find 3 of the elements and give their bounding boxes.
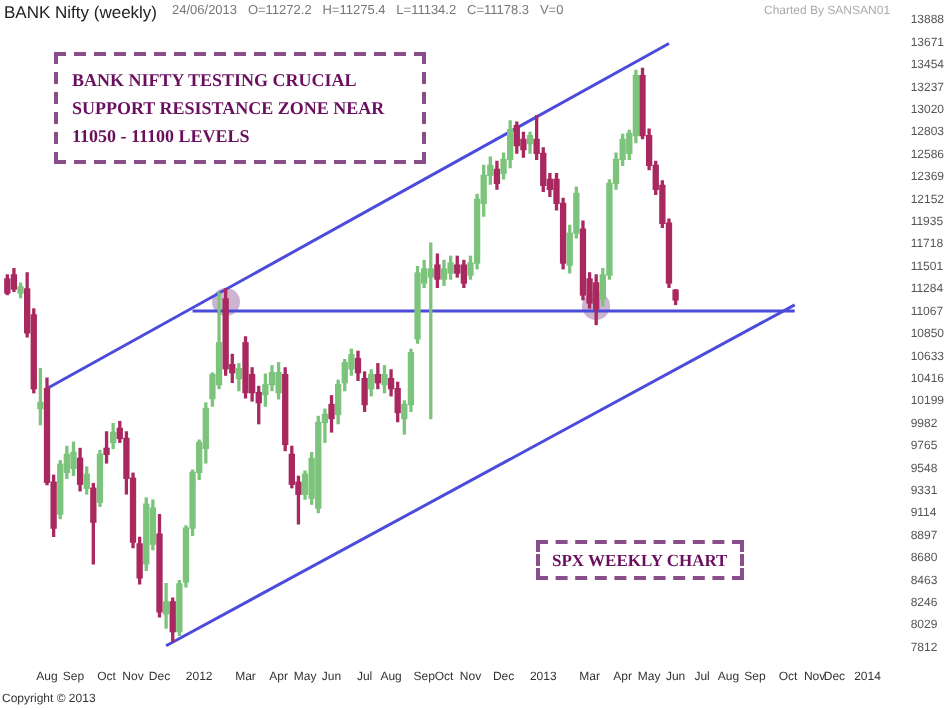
annotation: BANK NIFTY TESTING CRUCIAL SUPPORT RESISTANCE ZONE NEAR 11050 - 11100 LEVELS bbox=[54, 52, 426, 164]
annotation: SPX WEEKLY CHART bbox=[536, 540, 744, 580]
chart-title: BANK Nifty (weekly) bbox=[4, 2, 158, 22]
